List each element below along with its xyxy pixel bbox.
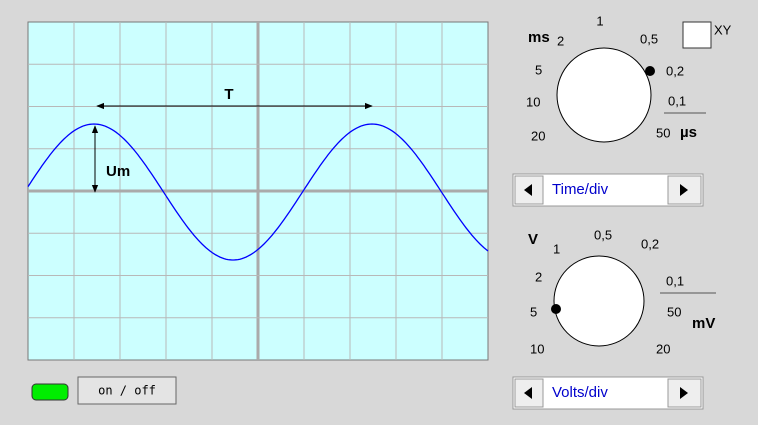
power-led [31,383,69,401]
volts-label: 50 [667,304,681,319]
left-arrow [524,184,532,196]
volts-caption: Volts/div [552,384,608,401]
left-arrow [524,387,532,399]
time-label: 10 [526,94,540,109]
sine-wave [27,123,489,261]
time-knob-pointer [645,66,655,76]
volts-unit-top: V [528,231,538,248]
volts-label: 20 [656,341,670,356]
volts-label: 2 [535,269,542,284]
time-label: 1 [596,13,603,28]
time-unit-bottom: µs [680,124,697,141]
time-unit-top: ms [528,29,550,46]
volts-knob-pointer [551,304,561,314]
right-arrow [680,387,688,399]
volts-label: 5 [530,304,537,319]
time-label: 0,5 [640,31,658,46]
volts-label: 0,1 [666,273,684,288]
time-label: 50 [656,125,670,140]
time-knob[interactable] [556,47,652,143]
amplitude-label: Um [106,163,130,180]
time-label: 2 [557,33,564,48]
power-label: on / off [98,384,156,398]
time-label: 20 [531,128,545,143]
time-label: 5 [535,62,542,77]
volts-label: 0,5 [594,227,612,242]
volts-knob[interactable] [553,255,645,347]
time-next-button[interactable] [667,175,702,205]
volts-label: 10 [530,341,544,356]
time-label: 0,1 [668,93,686,108]
power-button[interactable] [77,376,177,405]
volts-label: 1 [553,241,560,256]
time-caption: Time/div [552,181,609,198]
xy-label: XY [714,22,732,37]
volts-label: 0,2 [641,236,659,251]
time-label: 0,2 [666,63,684,78]
xy-checkbox[interactable] [682,21,712,49]
right-arrow [680,184,688,196]
volts-unit-bottom: mV [692,315,715,332]
period-label: T [224,86,233,103]
